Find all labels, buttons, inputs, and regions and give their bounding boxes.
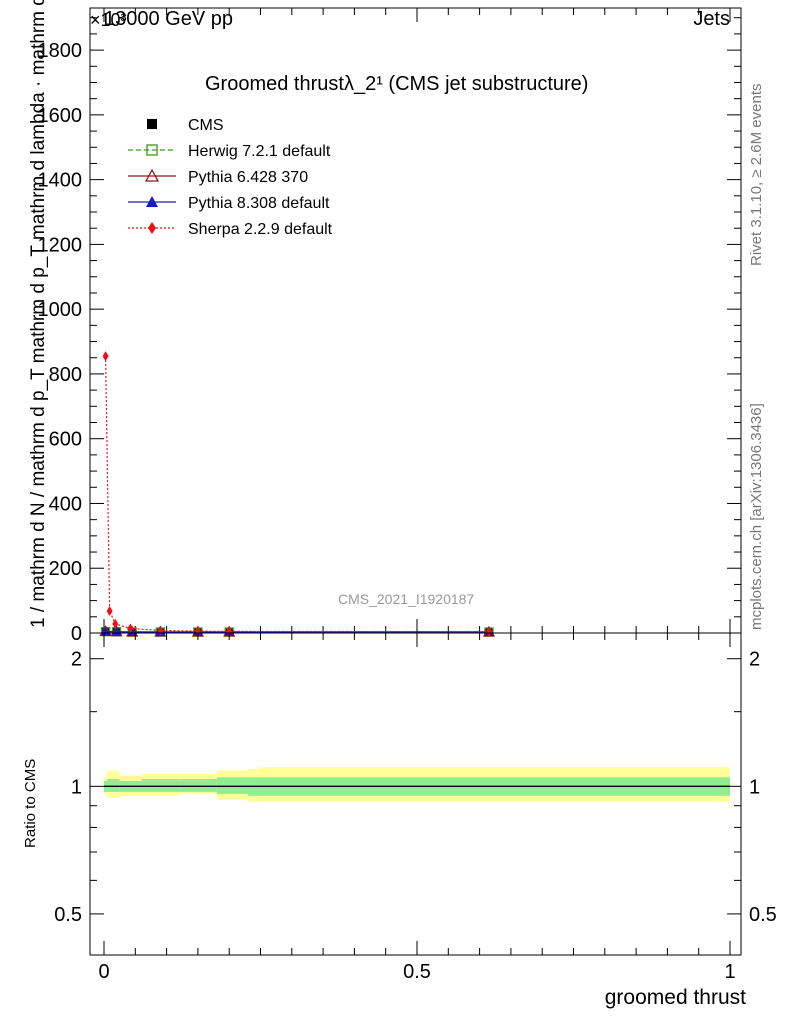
ratio-y-tick-label-right: 0.5: [749, 904, 777, 926]
x-tick-label: 0: [98, 961, 109, 983]
legend: CMS Herwig 7.2.1 default Pythia 6.428 370 P…: [128, 117, 333, 238]
legend-marker: [146, 196, 158, 207]
legend-label: Sherpa 2.2.9 default: [188, 221, 333, 238]
legend-marker: [146, 144, 158, 156]
data-point: [226, 626, 233, 637]
watermark: CMS_2021_I1920187: [338, 591, 474, 607]
uncertainty-band-inner: [179, 779, 217, 792]
ratio-y-tick-label: 2: [71, 649, 82, 671]
ratio-y-tick-label: 1: [71, 776, 82, 798]
legend-label: CMS: [188, 117, 224, 134]
ratio-y-tick-label: 0.5: [54, 904, 82, 926]
data-point: [485, 626, 492, 637]
main-y-tick-label: 600: [49, 429, 82, 451]
main-y-tick-label: 1000: [38, 299, 83, 321]
ratio-plot-area: 0 0.5 1 0.5 0.5 1 1 2 2: [54, 632, 777, 983]
main-y-tick-label: 800: [49, 364, 82, 386]
ratio-y-tick-label-right: 1: [749, 776, 760, 798]
data-point: [127, 627, 138, 637]
legend-label: Herwig 7.2.1 default: [188, 143, 331, 160]
x-tick-label: 1: [724, 961, 735, 983]
main-y-tick-label: 200: [49, 558, 82, 580]
legend-label: Pythia 8.308 default: [188, 195, 330, 212]
uncertainty-band-inner: [107, 779, 120, 792]
energy-label: 13000 GeV pp: [104, 8, 233, 30]
data-point: [102, 351, 109, 362]
chart-title: Groomed thrustλ_2¹ (CMS jet substructure…: [205, 73, 588, 95]
x-axis-label: groomed thrust: [604, 986, 746, 1009]
main-y-tick-label: 400: [49, 493, 82, 515]
ratio-y-axis-label: Ratio to CMS: [22, 758, 39, 848]
legend-marker: [148, 222, 156, 234]
y-exponent-label: ×10³: [90, 10, 127, 30]
main-y-tick-label: 1200: [38, 234, 83, 256]
main-plot-area: 0 200 400 600 800 1000 1200 1400 1600 1800: [38, 7, 742, 645]
main-y-tick-label: 0: [71, 623, 82, 645]
uncertainty-band-inner: [216, 777, 248, 794]
data-point: [194, 626, 201, 637]
main-y-tick-label: 1400: [38, 170, 83, 192]
main-y-tick-label: 1800: [38, 40, 83, 62]
series-4: [102, 351, 492, 637]
legend-label: Pythia 6.428 370: [188, 169, 308, 186]
data-point: [112, 618, 119, 629]
main-y-tick-label: 1600: [38, 105, 83, 127]
category-label: Jets: [693, 8, 730, 30]
ratio-y-tick-label-right: 2: [749, 649, 760, 671]
main-y-axis-label: 1 / mathrm d N / mathrm d p_T mathrm d p…: [28, 0, 49, 628]
uncertainty-band-inner: [141, 779, 180, 792]
data-point: [127, 623, 134, 634]
data-point: [106, 605, 113, 616]
legend-marker: [144, 168, 160, 182]
ratio-frame: [89, 632, 742, 956]
x-tick-label: 0.5: [403, 961, 431, 983]
legend-marker: [147, 119, 157, 129]
main-frame: [89, 7, 742, 634]
